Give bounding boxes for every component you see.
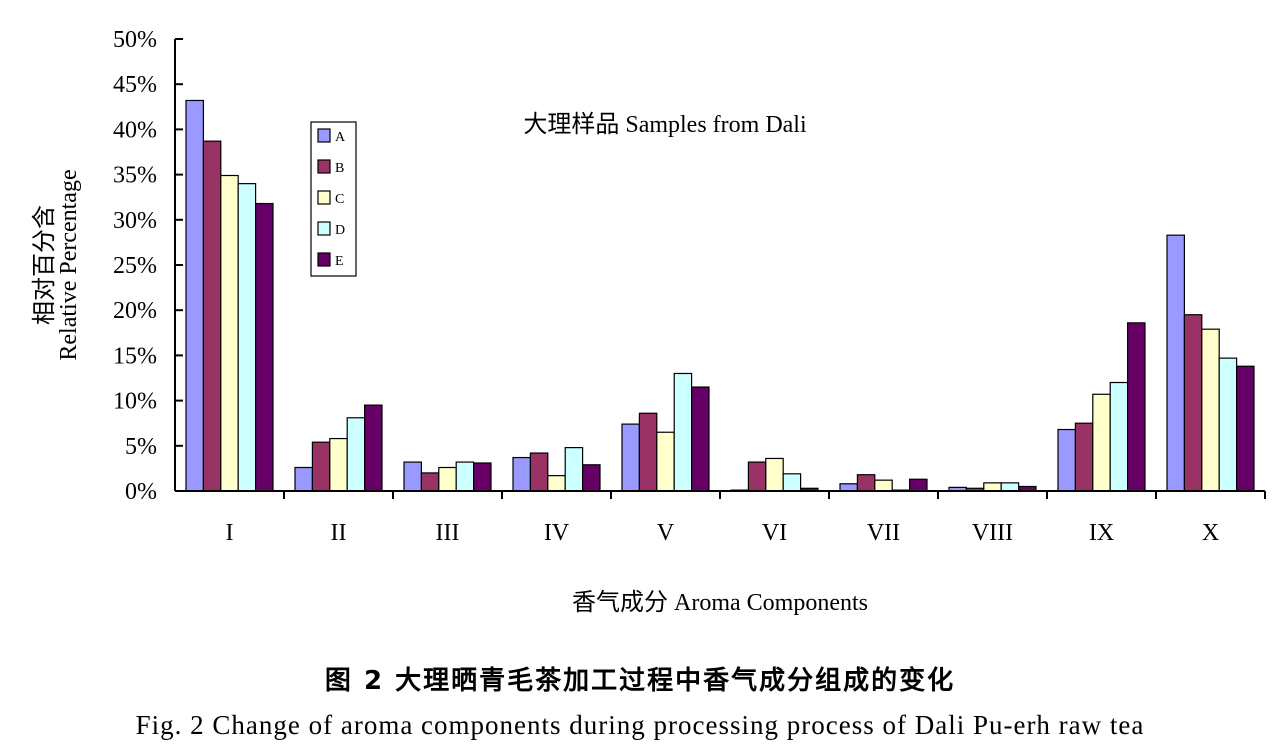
y-axis-label: 相对百分含 Relative Percentage <box>30 169 82 360</box>
bar-B-X <box>1183 314 1203 492</box>
bar-C-VI <box>765 457 784 492</box>
y-tick-label: 0% <box>125 479 157 505</box>
bar-E-V <box>690 386 710 492</box>
legend-swatch-D <box>317 221 331 236</box>
bar-A-IX <box>1057 428 1076 492</box>
y-axis-label-en: Relative Percentage <box>56 169 82 360</box>
bar-B-VI <box>747 461 767 492</box>
legend-label-B: B <box>335 161 344 176</box>
x-tick-label: I <box>226 520 234 546</box>
y-axis-ticks: 0% 5% 10% 15% 20% 25% 30% 35% 40% 45% 50% <box>113 27 183 505</box>
legend-swatch-A <box>317 128 331 143</box>
legend: A B C D E <box>310 121 357 277</box>
bar-C-V <box>656 431 675 492</box>
legend-swatch-C <box>317 190 331 205</box>
bar-A-II <box>294 466 313 492</box>
bar-B-IV <box>529 452 549 492</box>
bar-D-IX <box>1109 381 1129 492</box>
y-tick-label: 5% <box>125 434 157 460</box>
bar-D-I <box>237 183 257 492</box>
bar-B-V <box>638 412 658 492</box>
bar-B-IX <box>1074 422 1094 492</box>
x-tick-label: III <box>436 520 460 546</box>
bar-C-IX <box>1092 393 1111 492</box>
x-tick-label: X <box>1202 520 1219 546</box>
x-tick-label: II <box>331 520 347 546</box>
y-tick-label: 40% <box>113 117 157 143</box>
y-tick-label: 10% <box>113 389 157 415</box>
x-tick-label: VI <box>762 520 787 546</box>
legend-swatch-E <box>317 252 331 267</box>
bar-E-I <box>255 202 274 492</box>
y-axis-label-cn: 相对百分含 <box>30 205 58 325</box>
legend-label-D: D <box>335 223 345 238</box>
bar-C-VII <box>874 479 893 492</box>
x-axis-label: 香气成分 Aroma Components <box>572 589 868 616</box>
bar-D-VIII <box>1000 482 1020 492</box>
legend-label-E: E <box>335 254 344 269</box>
bar-E-IV <box>581 464 601 492</box>
x-tick-label: VIII <box>972 520 1013 546</box>
bar-A-III <box>403 461 422 492</box>
y-tick-label: 15% <box>113 343 157 369</box>
bar-B-II <box>311 441 331 492</box>
bar-A-V <box>621 423 640 492</box>
y-tick-label: 20% <box>113 298 157 324</box>
bar-D-VI <box>782 473 802 492</box>
bar-E-IX <box>1126 322 1146 492</box>
bar-E-III <box>473 462 492 492</box>
bar-B-III <box>420 472 440 492</box>
bar-C-VIII <box>983 482 1002 492</box>
legend-label-C: C <box>335 192 344 207</box>
bar-D-II <box>346 417 366 492</box>
bar-C-IV <box>547 475 566 492</box>
figure-caption-en: Fig. 2 Change of aroma components during… <box>135 710 1145 740</box>
bar-A-I <box>185 99 204 492</box>
bar-D-V <box>673 372 693 492</box>
y-tick-label: 30% <box>113 208 157 234</box>
bar-D-III <box>455 461 475 492</box>
bar-B-I <box>202 140 222 492</box>
bar-E-X <box>1235 365 1255 492</box>
figure-caption-cn: 图 2 大理晒青毛茶加工过程中香气成分组成的变化 <box>324 666 956 696</box>
bar-C-I <box>220 174 239 492</box>
bar-C-X <box>1201 328 1220 492</box>
x-tick-label: V <box>657 520 675 546</box>
legend-swatch-B <box>317 159 331 174</box>
chart-title: 大理样品 Samples from Dali <box>523 111 807 138</box>
bar-E-II <box>364 404 383 492</box>
x-tick-label: IV <box>544 520 570 546</box>
y-tick-label: 45% <box>113 72 157 98</box>
bar-C-III <box>438 466 457 492</box>
bar-E-VII <box>908 478 928 492</box>
bar-chart: 0%5%10%15%20%25%30%35%40%45%50% I II III IV… <box>30 27 1266 616</box>
bar-D-IV <box>564 447 584 492</box>
bar-A-IV <box>512 456 531 492</box>
x-tick-label: IX <box>1089 520 1114 546</box>
bar-D-X <box>1218 357 1238 492</box>
bar-A-X <box>1166 234 1185 492</box>
x-tick-label: VII <box>867 520 900 546</box>
y-tick-label: 50% <box>113 27 157 53</box>
bar-C-II <box>329 437 348 492</box>
y-tick-label: 35% <box>113 163 157 189</box>
y-tick-label: 25% <box>113 253 157 279</box>
legend-label-A: A <box>335 130 346 145</box>
x-axis-ticks: I II III IV V VI VII VIII IX X <box>226 491 1266 546</box>
bar-B-VII <box>856 474 876 492</box>
bar-A-VII <box>839 483 858 492</box>
